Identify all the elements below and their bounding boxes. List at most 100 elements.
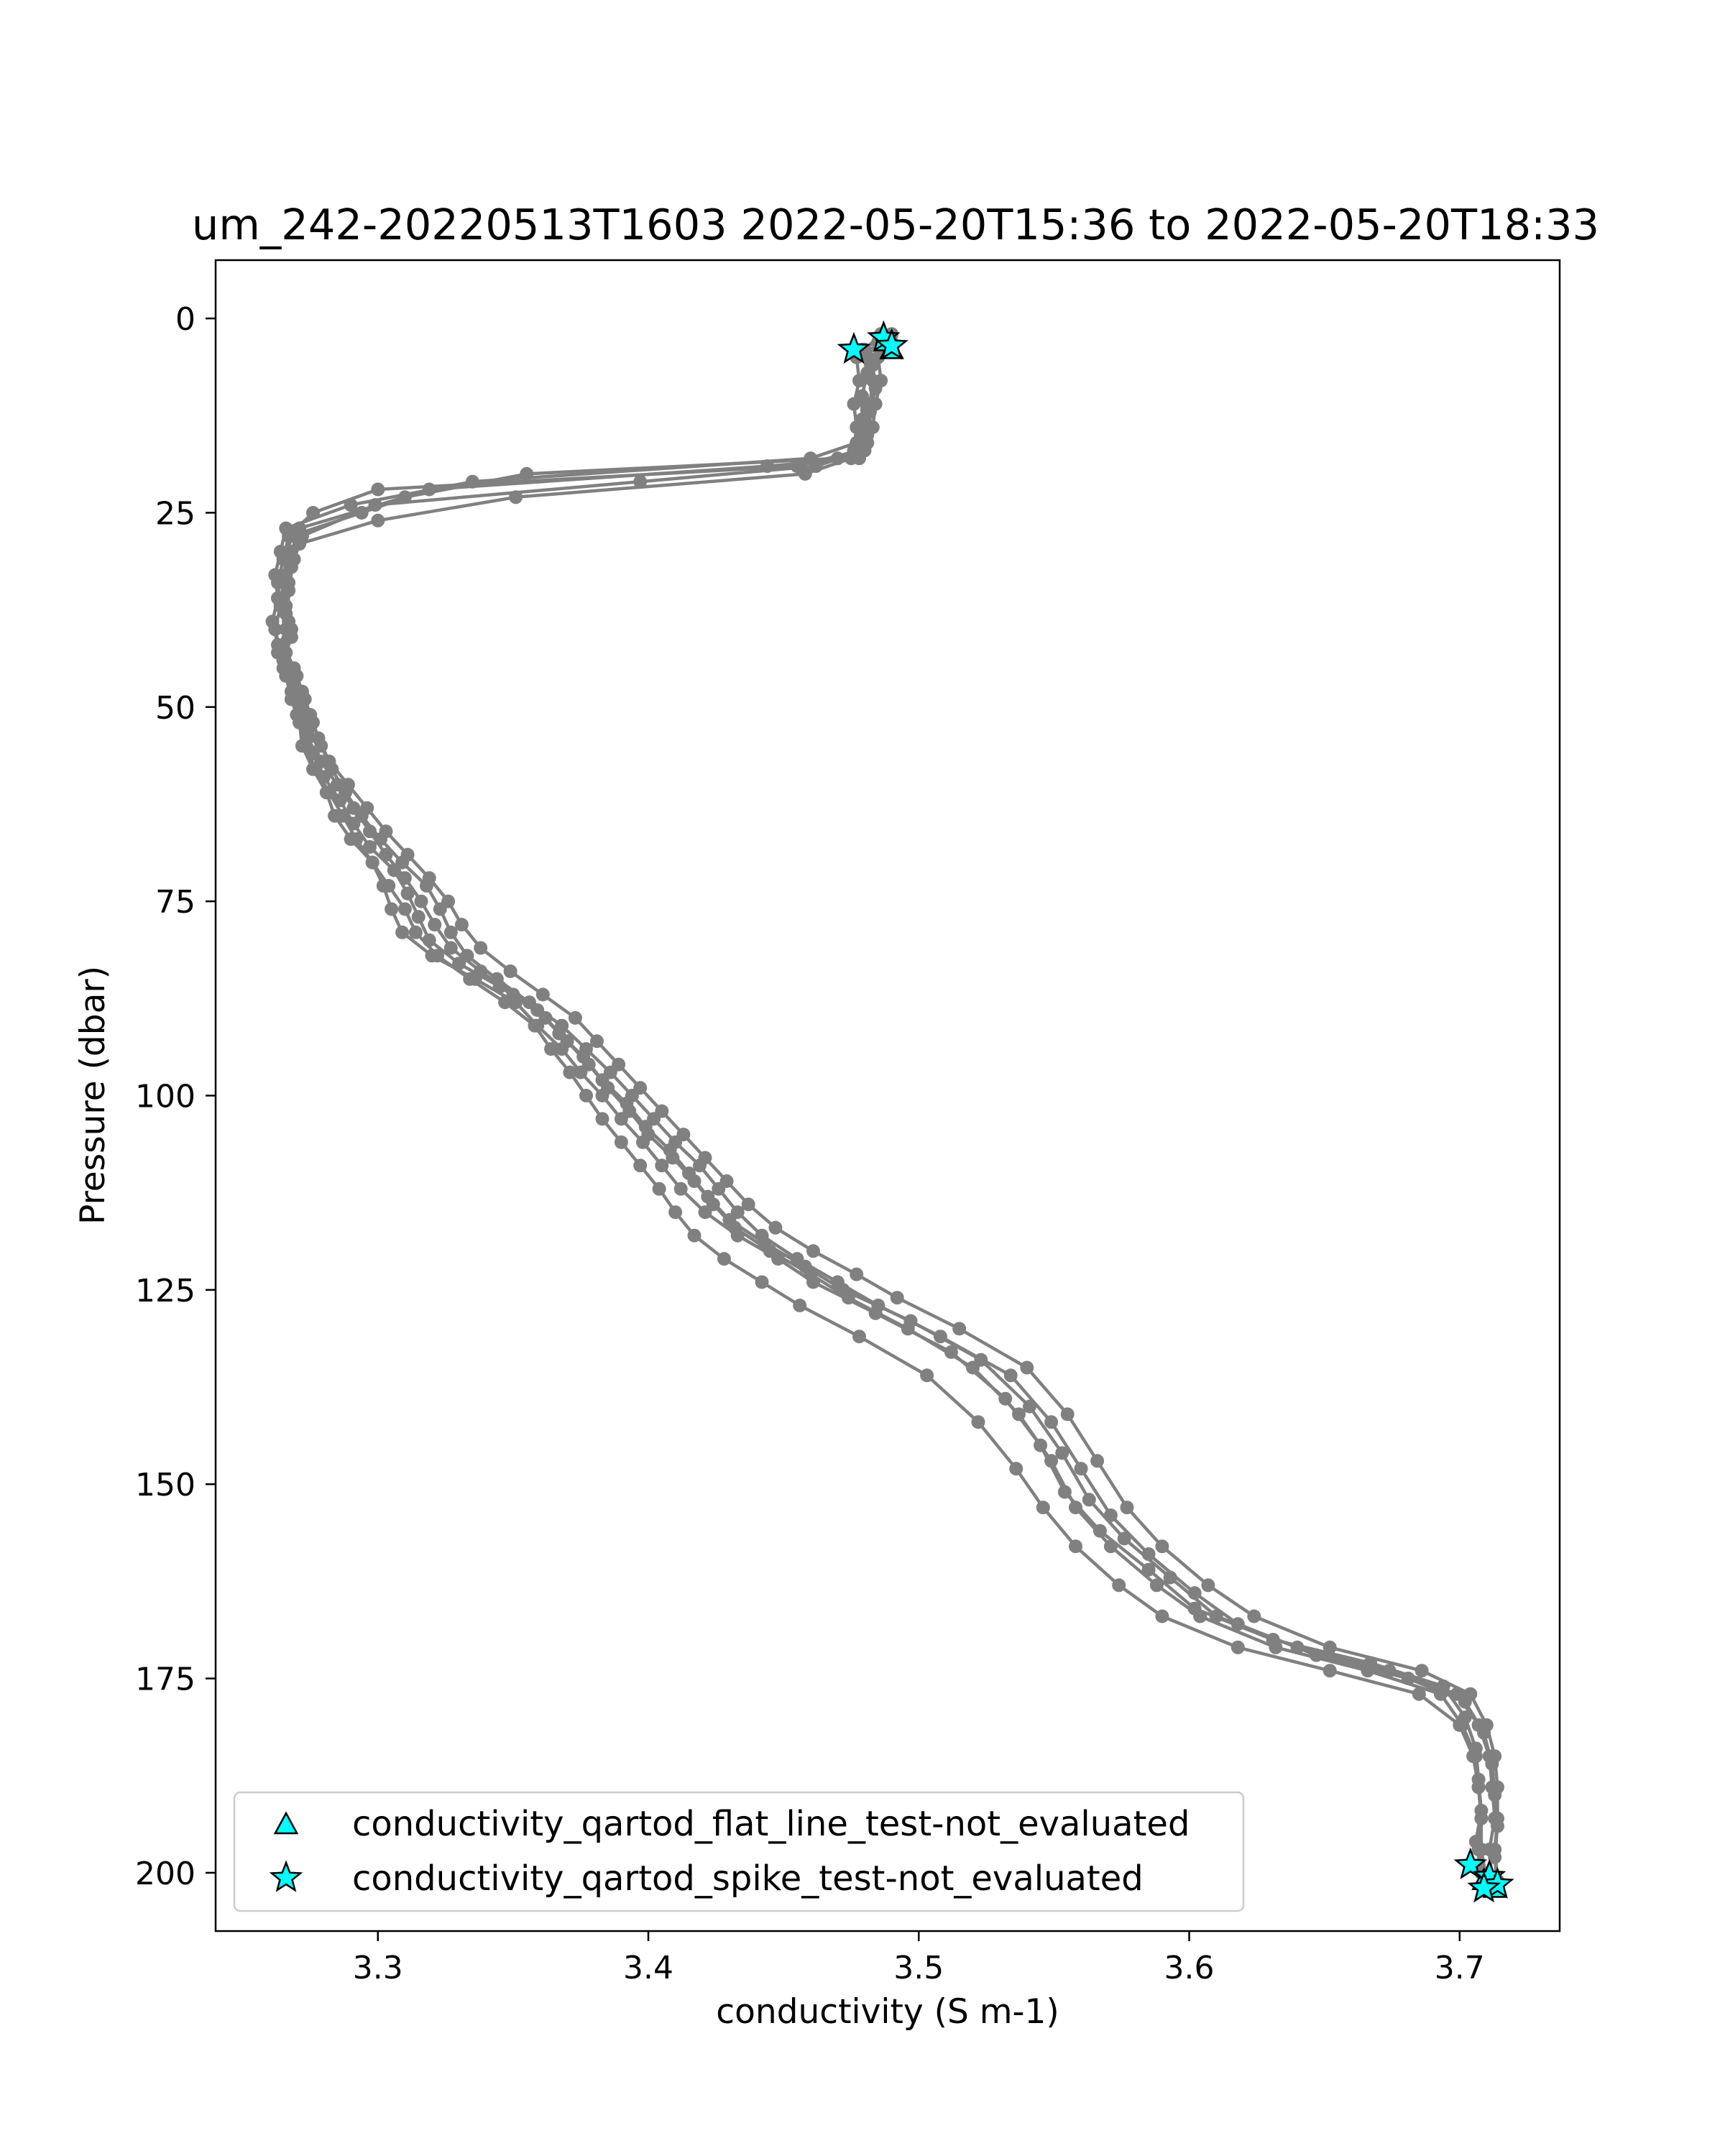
x-tick-label: 3.4 xyxy=(623,1950,673,1986)
profile-point xyxy=(841,1291,855,1305)
profile-point xyxy=(441,894,456,908)
profile-point xyxy=(633,1158,648,1173)
profile-point xyxy=(860,366,875,380)
x-tick-label: 3.6 xyxy=(1164,1950,1215,1986)
profile-point xyxy=(871,1299,886,1312)
profile-point xyxy=(741,1197,755,1212)
profile-point xyxy=(273,545,288,558)
flag-series xyxy=(837,320,1514,1903)
profile-point xyxy=(830,451,845,466)
profile-point xyxy=(555,1018,569,1033)
y-axis-label: Pressure (dbar) xyxy=(73,966,113,1225)
profile-point xyxy=(806,1244,820,1258)
profile-point xyxy=(1055,1446,1070,1460)
y-tick-label: 75 xyxy=(155,884,196,921)
profile-point xyxy=(295,684,309,699)
profile-point xyxy=(633,474,648,489)
profile-point xyxy=(365,855,380,870)
chart-title: um_242-20220513T1603 2022-05-20T15:36 to… xyxy=(192,200,1599,249)
profile-point xyxy=(1020,1360,1034,1375)
profile-point xyxy=(790,1252,804,1266)
profile-point xyxy=(850,1267,864,1281)
x-tick-label: 3.7 xyxy=(1435,1950,1485,1986)
profile-point xyxy=(793,1299,807,1312)
profile-point xyxy=(276,661,290,676)
profile-point xyxy=(1090,1454,1105,1468)
y-tick-label: 50 xyxy=(155,690,196,727)
profile-point xyxy=(790,459,804,474)
profile-point xyxy=(865,420,880,434)
profile-point xyxy=(1269,1640,1283,1654)
profile-point xyxy=(730,1205,745,1220)
profile-point xyxy=(1361,1664,1375,1678)
profile-point xyxy=(535,987,550,1002)
profile-point xyxy=(1471,1780,1486,1795)
profile-point xyxy=(920,1368,934,1383)
profile-point xyxy=(414,894,428,908)
profile-point xyxy=(1069,1501,1082,1515)
profile-point xyxy=(271,591,285,605)
profile-point xyxy=(595,1112,610,1126)
profile-point xyxy=(1155,1539,1169,1554)
profile-point xyxy=(506,987,520,1002)
profile-point xyxy=(719,1174,734,1188)
profile-point xyxy=(655,1158,669,1173)
profile-point xyxy=(282,614,296,629)
x-axis-label: conductivity (S m-1) xyxy=(716,1992,1059,2032)
profile-point xyxy=(474,964,488,978)
profile-point xyxy=(465,474,479,489)
profile-point xyxy=(371,482,385,497)
profile-point xyxy=(666,1151,680,1165)
profile-point xyxy=(300,731,315,745)
profile-point xyxy=(901,1322,915,1336)
profile-point xyxy=(1187,1586,1202,1600)
profile-point xyxy=(363,824,377,839)
profile-point xyxy=(673,1181,688,1196)
y-tick-label: 125 xyxy=(135,1273,196,1309)
profile-point xyxy=(284,545,298,558)
profile-point xyxy=(933,1330,947,1344)
profile-point xyxy=(971,1415,985,1429)
profile-series xyxy=(276,335,1504,1888)
profile-point xyxy=(1193,1609,1208,1623)
profile-point xyxy=(1069,1539,1082,1554)
profile-point xyxy=(1247,1609,1261,1623)
profile-point xyxy=(544,1042,558,1056)
profile-point xyxy=(563,1065,577,1079)
profile-point xyxy=(1488,1843,1502,1856)
profile-point xyxy=(371,513,385,528)
profile-point xyxy=(379,847,393,862)
profile-point xyxy=(633,1081,648,1095)
profile-point xyxy=(287,661,301,676)
profile-point xyxy=(804,1267,818,1281)
profile-point xyxy=(1201,1578,1215,1593)
profile-point xyxy=(755,1228,769,1243)
profile-point xyxy=(768,1220,783,1235)
profile-point xyxy=(265,614,280,629)
profile-point xyxy=(1036,1501,1050,1515)
profile-point xyxy=(560,1034,574,1049)
profile-point xyxy=(855,413,869,427)
profile-point xyxy=(1082,1493,1096,1507)
profile-point xyxy=(1103,1539,1118,1554)
profile-point xyxy=(687,1228,702,1243)
legend: conductivity_qartod_flat_line_test-not_e… xyxy=(233,1791,1245,1912)
profile-point xyxy=(1230,1640,1245,1654)
x-tick-label: 3.5 xyxy=(893,1950,944,1986)
profile-series xyxy=(265,327,1491,1880)
profile-point xyxy=(727,1220,742,1235)
profile-point xyxy=(336,808,350,823)
profile-point xyxy=(668,1205,683,1220)
profile-point xyxy=(443,941,458,955)
profile-point xyxy=(1103,1508,1118,1522)
profile-point xyxy=(290,708,304,722)
profile-point xyxy=(852,1330,866,1344)
profile-point xyxy=(687,1174,702,1188)
profile-point xyxy=(311,731,326,745)
profile-point xyxy=(1009,1462,1024,1476)
profile-point xyxy=(400,847,415,862)
profile-point xyxy=(1463,1687,1478,1701)
profile-point xyxy=(360,801,374,815)
profile-point xyxy=(966,1360,980,1375)
profile-point xyxy=(1092,1524,1107,1538)
